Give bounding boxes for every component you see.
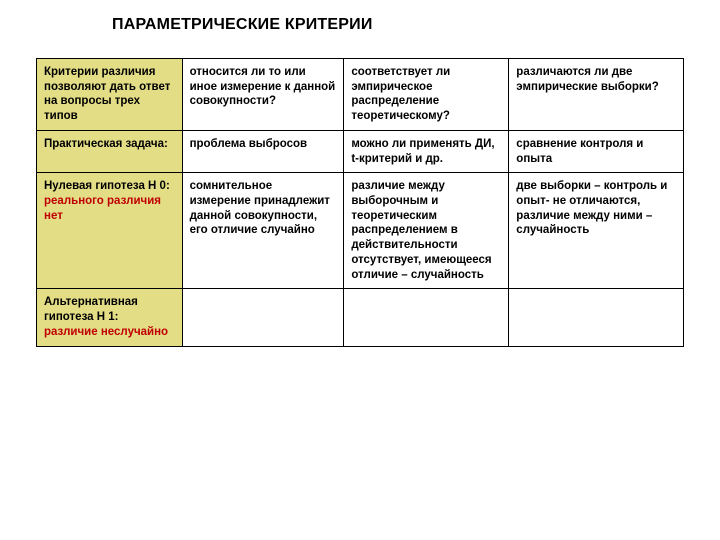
label-text: Нулевая гипотеза Н 0:: [44, 180, 170, 192]
label-accent: различие неслучайно: [44, 326, 168, 338]
cell: различие между выборочным и теоретически…: [344, 173, 509, 289]
criteria-table: Критерии различия позволяют дать ответ н…: [36, 58, 684, 347]
cell: можно ли применять ДИ, t-критерий и др.: [344, 130, 509, 172]
row-label: Критерии различия позволяют дать ответ н…: [37, 59, 183, 131]
row-label: Практическая задача:: [37, 130, 183, 172]
row-label: Альтернативная гипотеза Н 1: различие не…: [37, 289, 183, 346]
cell: две выборки – контроль и опыт- не отлича…: [509, 173, 684, 289]
label-text: Альтернативная гипотеза Н 1:: [44, 296, 138, 323]
cell: относится ли то или иное измерение к дан…: [182, 59, 344, 131]
cell: [182, 289, 344, 346]
cell: [509, 289, 684, 346]
cell: соответствует ли эмпирическое распределе…: [344, 59, 509, 131]
page-title: ПАРАМЕТРИЧЕСКИЕ КРИТЕРИИ: [112, 16, 684, 34]
cell: [344, 289, 509, 346]
table-row: Альтернативная гипотеза Н 1: различие не…: [37, 289, 684, 346]
cell: сомнительное измерение принадлежит данно…: [182, 173, 344, 289]
table-row: Критерии различия позволяют дать ответ н…: [37, 59, 684, 131]
cell: сравнение контроля и опыта: [509, 130, 684, 172]
row-label: Нулевая гипотеза Н 0: реального различия…: [37, 173, 183, 289]
table-row: Практическая задача: проблема выбросов м…: [37, 130, 684, 172]
cell: различаются ли две эмпирические выборки?: [509, 59, 684, 131]
label-accent: реального различия нет: [44, 195, 161, 222]
table-row: Нулевая гипотеза Н 0: реального различия…: [37, 173, 684, 289]
cell: проблема выбросов: [182, 130, 344, 172]
